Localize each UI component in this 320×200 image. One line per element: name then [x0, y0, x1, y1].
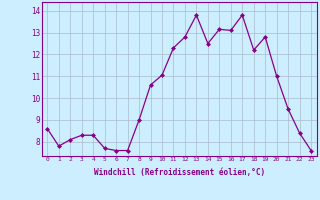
X-axis label: Windchill (Refroidissement éolien,°C): Windchill (Refroidissement éolien,°C) — [94, 168, 265, 177]
